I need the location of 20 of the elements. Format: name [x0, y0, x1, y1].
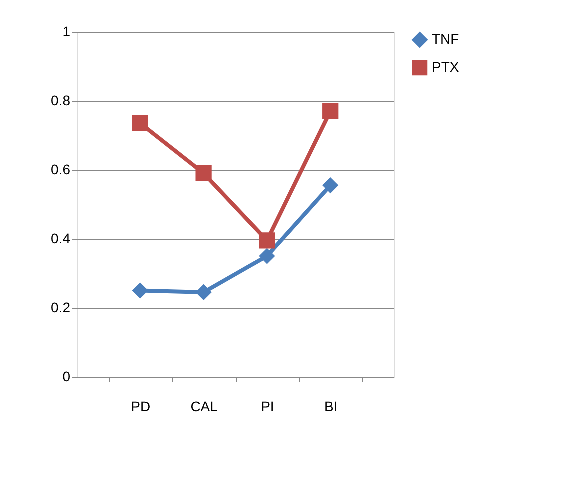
- point: [322, 103, 339, 120]
- point: [259, 248, 276, 264]
- legend-label: TNF: [432, 31, 460, 47]
- x-tick-label: BI: [324, 398, 338, 414]
- y-tick-label: 0.4: [51, 230, 71, 246]
- y-tick-label: 0: [62, 368, 71, 384]
- point: [322, 177, 339, 194]
- y-tick-label: 0.2: [51, 300, 71, 316]
- y-tick-label: 0.6: [51, 162, 71, 178]
- legend-label: PTX: [432, 59, 460, 75]
- point: [132, 115, 148, 132]
- point: [196, 284, 212, 301]
- y-tick-label: 1: [62, 24, 71, 40]
- x-tick-label: PI: [261, 398, 274, 414]
- point: [259, 232, 276, 249]
- point: [132, 282, 148, 299]
- x-tick-label: PD: [131, 398, 151, 414]
- point: [196, 165, 212, 182]
- x-tick-label: CAL: [190, 398, 218, 414]
- y-tick-label: 0.8: [51, 92, 71, 108]
